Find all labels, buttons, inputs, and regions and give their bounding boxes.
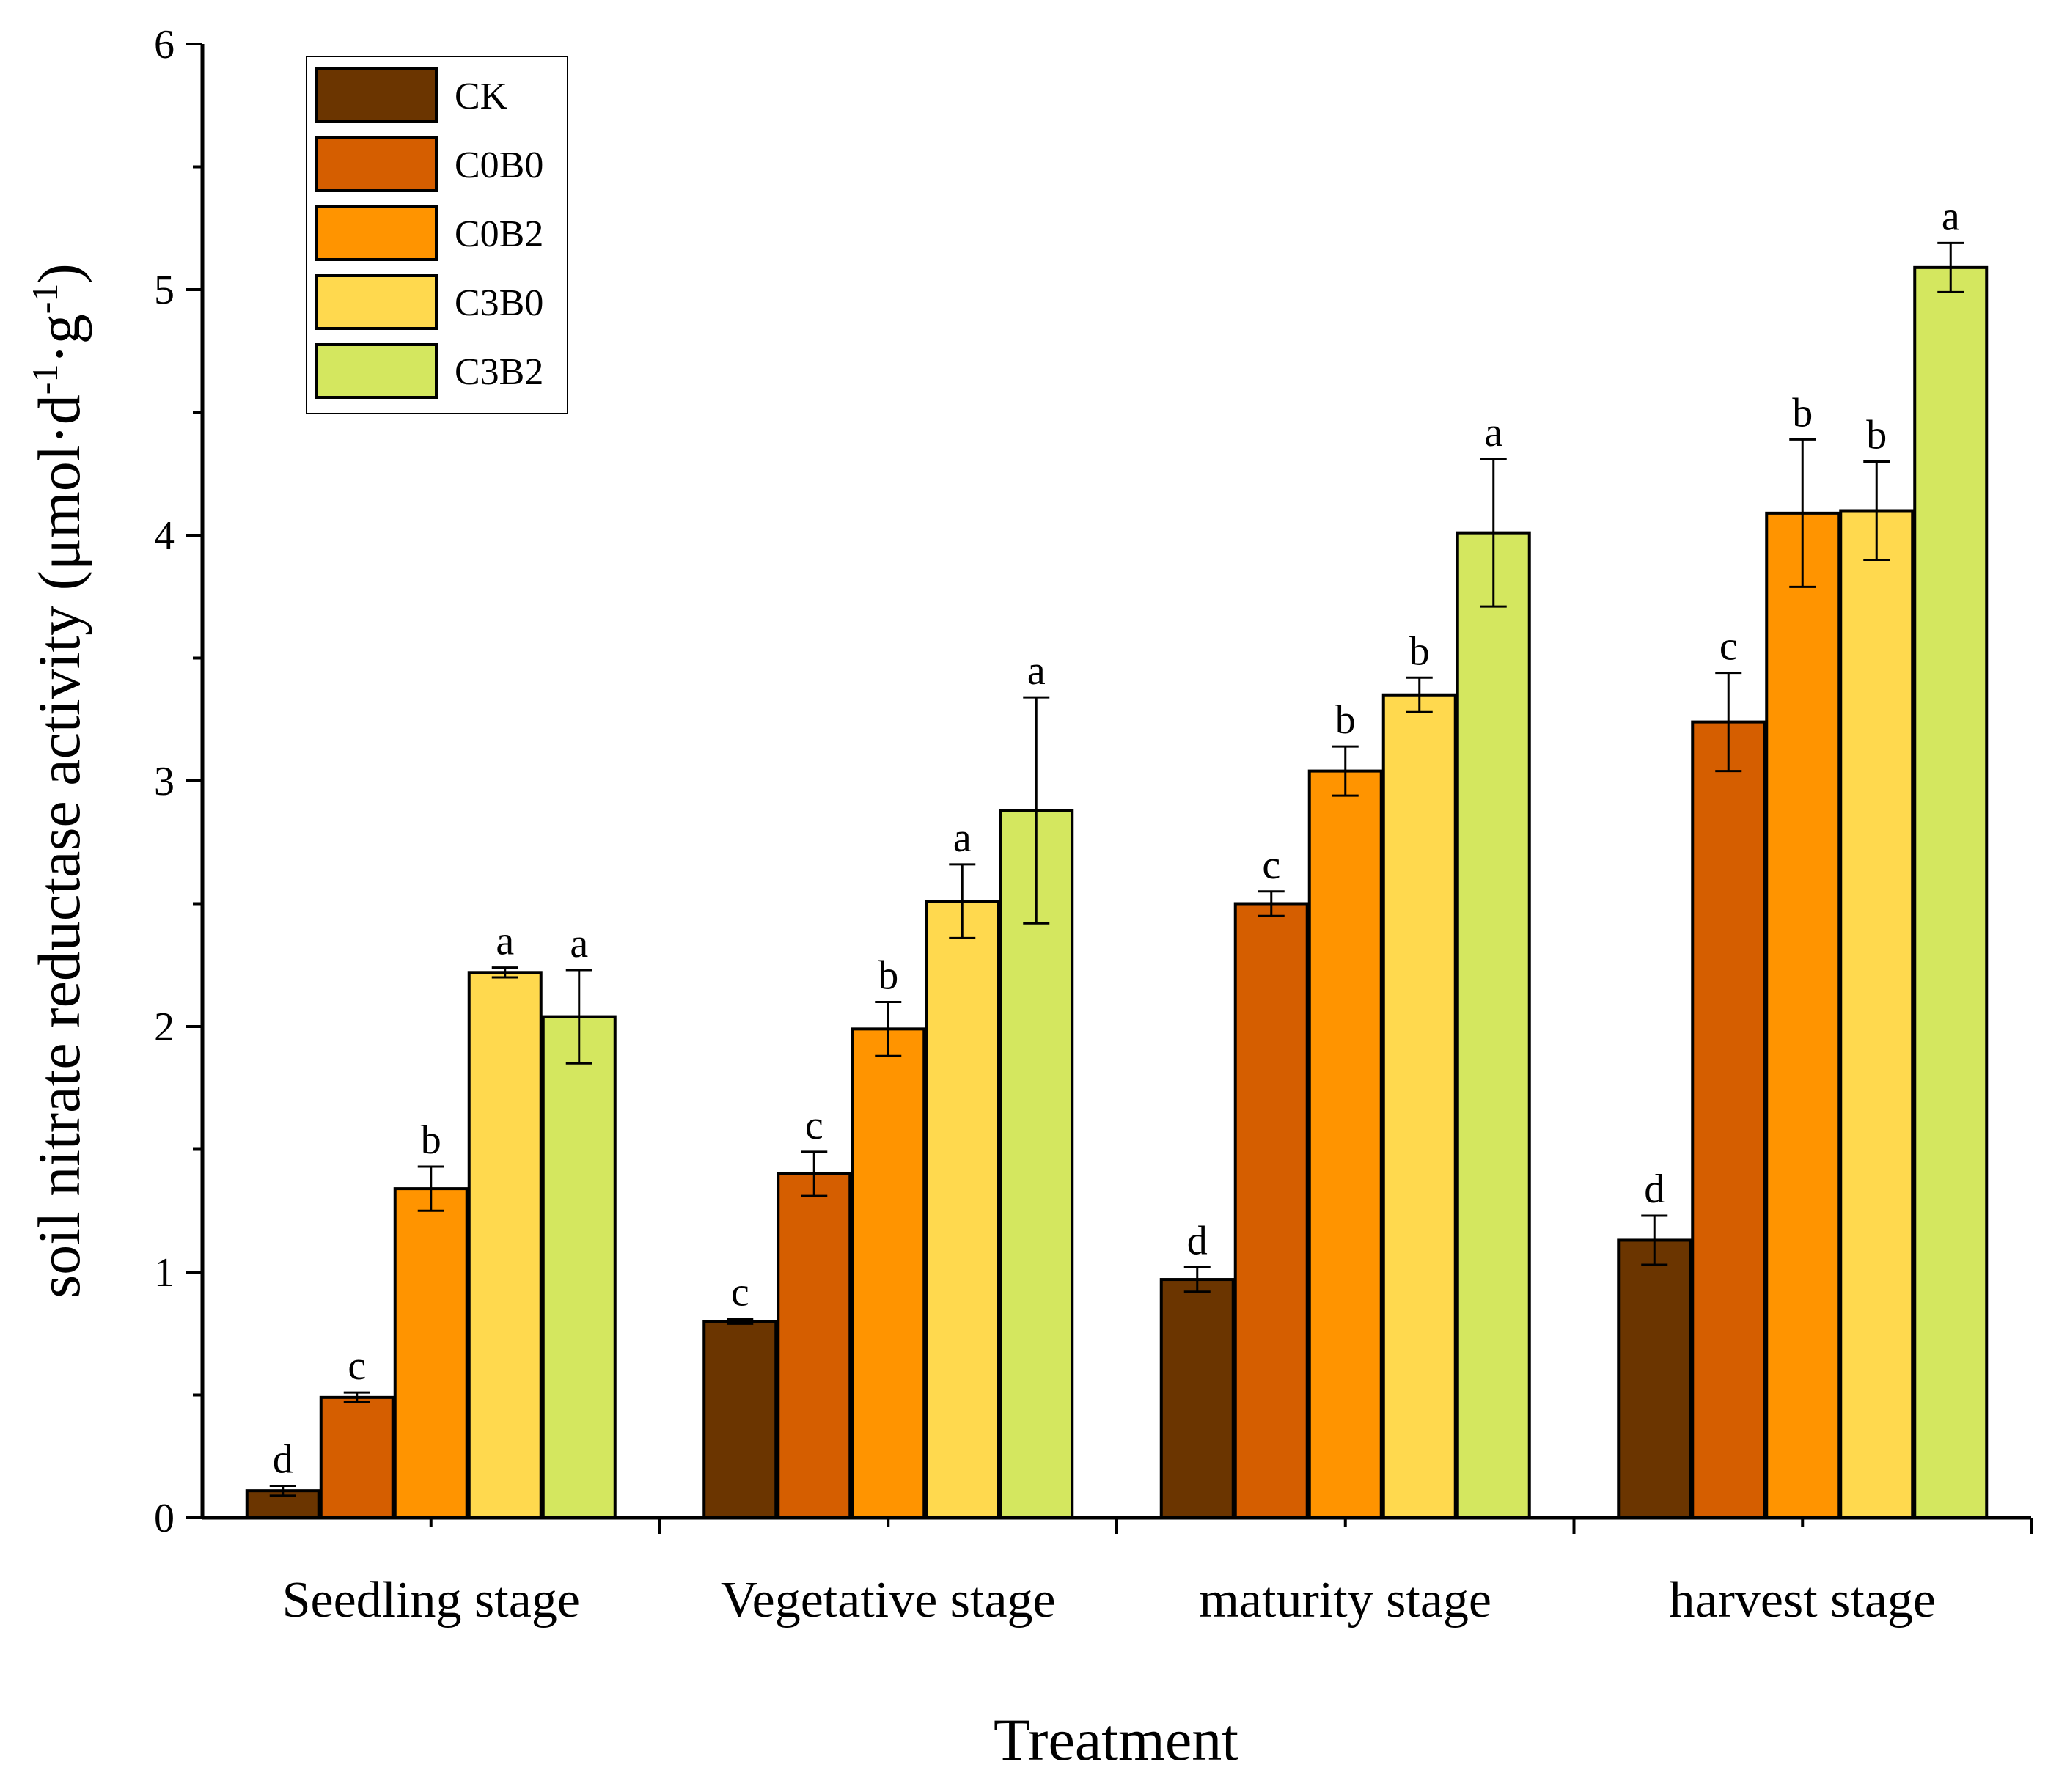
legend-swatch	[315, 274, 438, 330]
bar	[467, 971, 543, 1520]
significance-letter: c	[805, 1103, 823, 1148]
y-tick-label: 6	[154, 22, 175, 67]
bar	[1765, 511, 1840, 1519]
bar	[1691, 720, 1766, 1519]
significance-letter: a	[570, 921, 588, 966]
y-axis-title-main: soil nitrate reductase activity (μmol·d	[26, 394, 92, 1299]
significance-letter: b	[1866, 413, 1887, 458]
bar	[851, 1027, 926, 1519]
legend-label: CK	[455, 76, 508, 117]
legend-label: C3B0	[455, 282, 543, 324]
significance-letter: a	[953, 815, 972, 861]
y-tick-label: 5	[154, 268, 175, 313]
y-axis-title-g-exponent: -1	[24, 284, 65, 315]
legend-label: C3B2	[455, 351, 543, 393]
legend-swatch	[315, 205, 438, 261]
x-category-label: harvest stage	[1670, 1572, 1936, 1628]
bar	[1159, 1278, 1235, 1520]
significance-letter: c	[731, 1270, 749, 1315]
significance-letter: c	[1719, 624, 1738, 669]
bar	[925, 900, 1000, 1519]
significance-letter: b	[421, 1117, 441, 1163]
significance-letter: c	[1262, 842, 1280, 888]
bar	[319, 1395, 394, 1519]
bar	[1913, 265, 1989, 1520]
bar	[541, 1015, 617, 1519]
bar	[777, 1172, 852, 1519]
bar	[702, 1320, 778, 1519]
bar	[1381, 693, 1457, 1519]
bar	[1233, 902, 1309, 1519]
x-category-label: Vegetative stage	[721, 1572, 1056, 1628]
y-tick-label: 1	[154, 1250, 175, 1296]
y-axis-title: soil nitrate reductase activity (μmol·d-…	[24, 263, 92, 1299]
significance-letter: b	[878, 953, 898, 999]
ticks-layer	[186, 43, 2033, 1534]
y-tick-label: 2	[154, 1005, 175, 1050]
significance-letter: a	[1484, 410, 1502, 455]
significance-letter: d	[1187, 1218, 1208, 1263]
y-tick-label: 4	[154, 513, 175, 559]
bar	[393, 1187, 469, 1519]
y-tick-label: 0	[154, 1496, 175, 1541]
legend-swatch	[315, 343, 438, 399]
significance-letter: a	[1942, 194, 1960, 239]
legend-label: C0B0	[455, 144, 543, 186]
bar	[999, 809, 1074, 1519]
x-axis-title: Treatment	[994, 1706, 1238, 1773]
bar	[1839, 509, 1915, 1519]
y-axis-title-unit-mid: ·g	[26, 314, 92, 364]
bars-layer	[245, 241, 1989, 1520]
bar	[1307, 769, 1383, 1519]
legend-swatch	[315, 67, 438, 123]
significance-letter: d	[273, 1436, 293, 1482]
significance-letter: b	[1409, 628, 1430, 674]
legend-swatch	[315, 136, 438, 192]
bar	[1456, 531, 1531, 1519]
significance-letter: b	[1335, 697, 1356, 743]
bar	[1617, 1238, 1692, 1519]
labels-layer: 0 1 2 3 4 5 6 Seedling stage d c b a a Vegetative sta…	[154, 22, 1960, 1628]
legend-label: C0B2	[455, 213, 543, 255]
significance-letter: a	[1027, 648, 1046, 694]
x-category-label: maturity stage	[1199, 1572, 1491, 1628]
y-axis-title-d-exponent: -1	[24, 364, 65, 395]
significance-letter: d	[1644, 1167, 1665, 1212]
legend: CK C0B0 C0B2 C3B0 C3B2	[306, 56, 568, 414]
y-axis-title-close: )	[26, 263, 92, 283]
y-tick-label: 3	[154, 759, 175, 804]
significance-letter: a	[496, 919, 514, 964]
significance-letter: b	[1792, 390, 1813, 436]
significance-letter: c	[348, 1343, 366, 1389]
x-category-label: Seedling stage	[282, 1572, 580, 1628]
